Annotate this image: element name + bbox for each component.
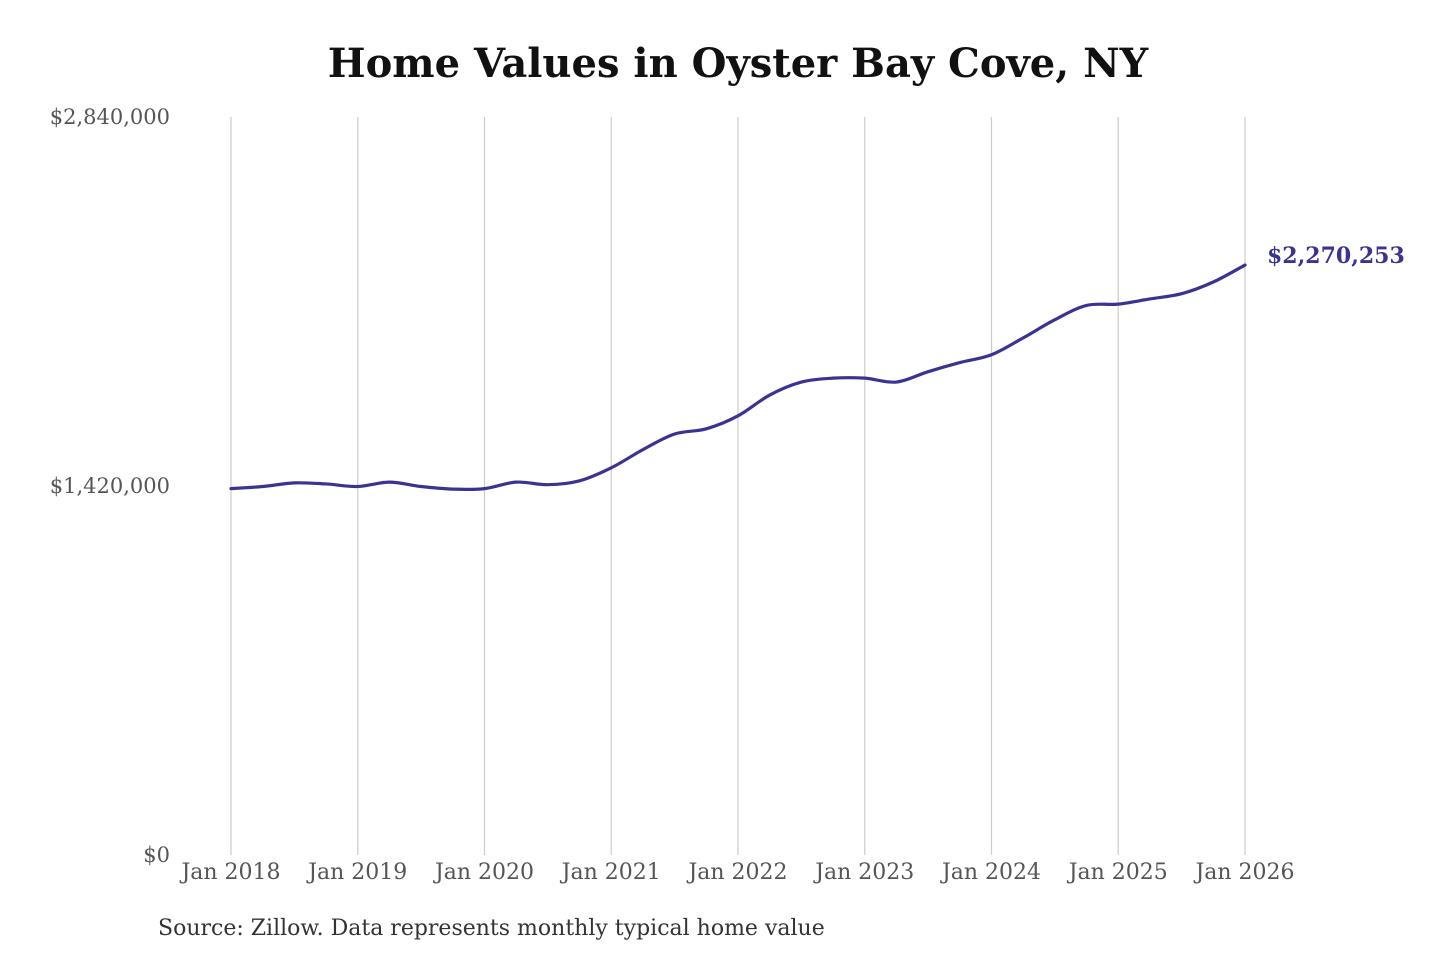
chart-title: Home Values in Oyster Bay Cove, NY: [327, 40, 1149, 87]
x-tick-label-6: Jan 2024: [940, 860, 1041, 885]
x-tick-label-5: Jan 2023: [813, 860, 914, 885]
x-tick-label-4: Jan 2022: [686, 860, 787, 885]
series-layer: [229, 263, 1247, 492]
end-value-label: $2,270,253: [1267, 243, 1405, 269]
x-tick-label-8: Jan 2026: [1193, 860, 1294, 885]
x-tick-label-3: Jan 2021: [560, 860, 661, 885]
grid-lines: [230, 117, 1246, 855]
x-tick-label-2: Jan 2020: [433, 860, 534, 885]
y-tick-label-2: $2,840,000: [50, 105, 170, 129]
x-tick-label-7: Jan 2025: [1067, 860, 1168, 885]
source-note: Source: Zillow. Data represents monthly …: [158, 916, 825, 941]
x-axis-ticks: Jan 2018 Jan 2019 Jan 2020 Jan 2021 Jan 2022…: [179, 860, 1294, 885]
y-tick-label-1: $1,420,000: [50, 474, 170, 498]
x-tick-label-0: Jan 2018: [179, 860, 280, 885]
y-tick-label-0: $0: [143, 843, 170, 867]
x-tick-label-1: Jan 2019: [306, 860, 407, 885]
series-line-0: [229, 263, 1247, 492]
y-axis-ticks: $0 $1,420,000 $2,840,000: [50, 105, 170, 867]
